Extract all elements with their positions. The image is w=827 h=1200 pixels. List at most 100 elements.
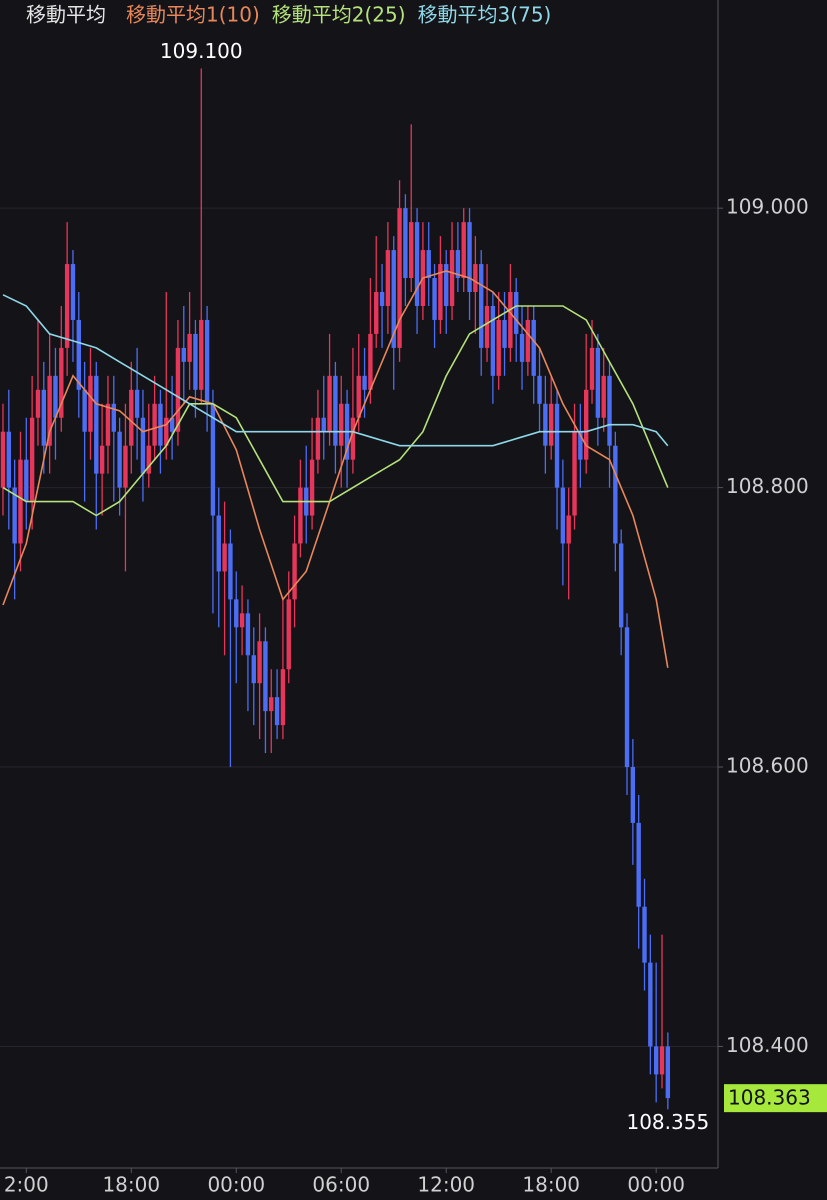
candle-body <box>554 403 560 488</box>
candle-body <box>251 655 256 684</box>
candle-body <box>438 264 443 320</box>
legend-entry: 移動平均1(10) <box>126 3 260 27</box>
candle-body <box>560 487 566 544</box>
candle-body <box>665 1046 671 1099</box>
x-tick-label: 00:00 <box>207 1173 265 1197</box>
candle-body <box>0 431 6 488</box>
candle-body <box>134 389 140 418</box>
candle-body <box>642 906 647 963</box>
candle-body <box>59 347 64 418</box>
candle-body <box>199 319 204 390</box>
candle-body <box>467 222 472 292</box>
candle-body <box>175 347 181 432</box>
candle-body <box>659 1046 665 1075</box>
candle-body <box>409 222 414 279</box>
candle-body <box>479 264 484 348</box>
candle-body <box>169 417 175 432</box>
legend-entry: 移動平均3(75) <box>418 3 552 27</box>
x-tick-label: 2:00 <box>4 1173 49 1197</box>
candle-body <box>315 417 321 460</box>
y-tick-label: 108.600 <box>726 754 809 778</box>
candle-body <box>41 389 46 446</box>
candle-body <box>70 264 76 320</box>
candle-body <box>519 333 525 362</box>
candle-body <box>234 599 239 628</box>
candle-body <box>158 403 163 446</box>
candle-body <box>105 403 111 446</box>
moving-average-line <box>2 294 669 447</box>
candle-body <box>426 250 431 279</box>
candle-body <box>12 487 17 544</box>
candle-body <box>444 264 449 306</box>
y-tick-label: 108.800 <box>726 474 809 498</box>
candle-body <box>403 208 408 279</box>
candle-body <box>653 1046 659 1075</box>
candle-body <box>239 613 245 628</box>
candle-body <box>129 389 134 446</box>
candle-body <box>531 319 536 376</box>
x-tick-label: 18:00 <box>102 1173 160 1197</box>
last-price-box <box>724 1084 827 1113</box>
candle-body <box>187 333 192 362</box>
candle-body <box>490 305 496 376</box>
legend-entry: 移動平均2(25) <box>272 3 406 27</box>
candle-body <box>53 375 58 418</box>
candle-body <box>210 403 216 516</box>
candle-body <box>164 417 169 446</box>
candle-body <box>181 347 186 362</box>
candle-body <box>193 333 198 390</box>
candle-body <box>146 445 151 474</box>
candle-body <box>216 515 221 572</box>
candle-body <box>99 445 105 474</box>
candle-body <box>257 641 262 684</box>
candle-body <box>350 417 356 460</box>
candle-body <box>111 403 116 432</box>
legend-title: 移動平均 <box>26 3 106 27</box>
candle-body <box>368 333 373 390</box>
candle-body <box>88 375 93 432</box>
candle-body <box>508 292 513 348</box>
candle-body <box>496 319 501 376</box>
candle-body <box>204 319 210 404</box>
candle-body <box>292 543 297 600</box>
candle-body <box>595 347 601 418</box>
x-tick-label: 18:00 <box>522 1173 580 1197</box>
candle-body <box>578 431 583 460</box>
candle-body <box>356 375 361 418</box>
candle-body <box>525 319 531 362</box>
high-label: 109.100 <box>160 39 243 63</box>
candle-body <box>94 375 99 474</box>
legend: 移動平均 移動平均1(10) 移動平均2(25) 移動平均3(75) <box>26 3 551 27</box>
candle-body <box>379 292 385 306</box>
candle-body <box>123 445 128 488</box>
candle-body <box>648 962 653 1047</box>
candle-body <box>327 375 332 432</box>
candle-body <box>222 543 227 572</box>
candle-body <box>82 389 87 432</box>
plot: 109.100 108.355 <box>0 39 709 1134</box>
candle-body <box>321 417 326 432</box>
candle-body <box>502 319 507 348</box>
candle-body <box>618 543 624 628</box>
candle-body <box>298 487 303 544</box>
candle-body <box>624 627 630 768</box>
candle-body <box>286 599 291 670</box>
candle-body <box>449 250 455 306</box>
candle-body <box>269 697 274 712</box>
candle-body <box>548 403 554 446</box>
candle-body <box>601 375 606 418</box>
candle-body <box>514 292 519 334</box>
candle-body <box>6 431 12 488</box>
candle-body <box>607 375 612 446</box>
candle-body <box>484 305 490 348</box>
candle-body <box>333 375 338 446</box>
candle-body <box>339 403 344 446</box>
candle-body <box>29 417 35 502</box>
low-label: 108.355 <box>626 1110 709 1134</box>
candle-body <box>566 515 571 544</box>
candle-body <box>362 375 367 390</box>
candle-body <box>24 459 29 502</box>
candle-body <box>374 292 379 334</box>
